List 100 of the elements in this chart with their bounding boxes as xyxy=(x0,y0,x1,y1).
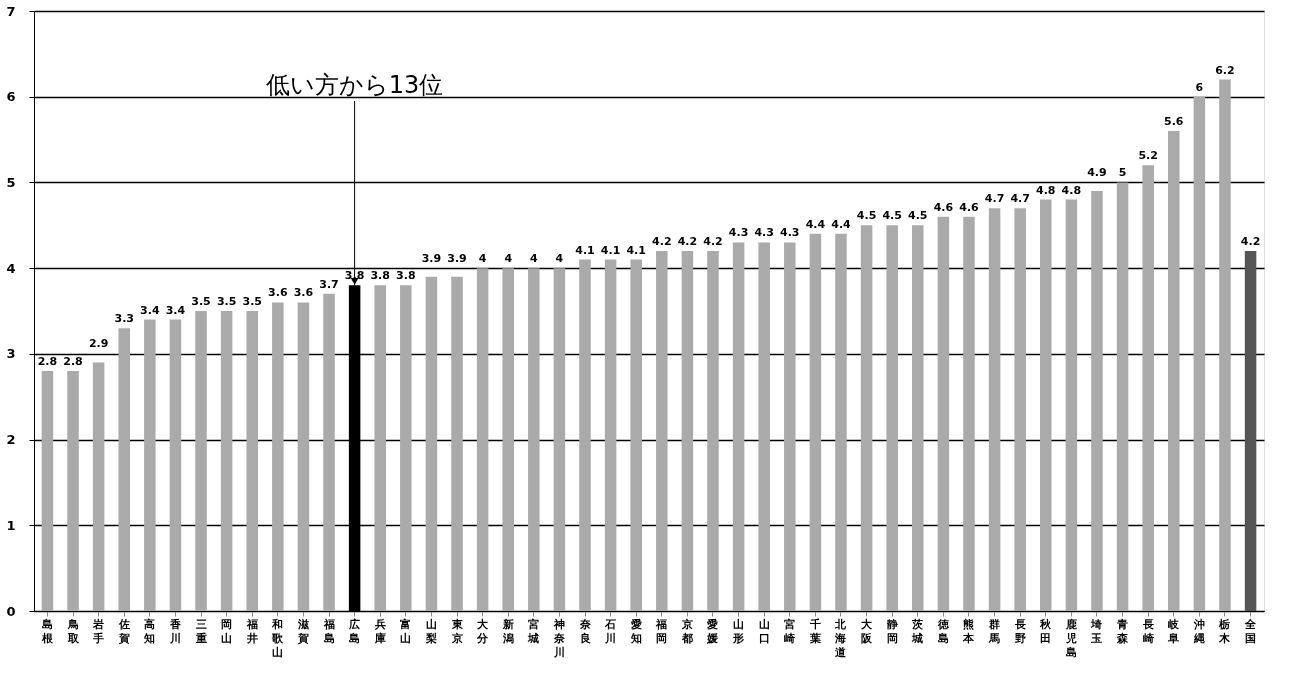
data-label: 4.7 xyxy=(1010,192,1030,206)
bar xyxy=(553,268,566,611)
bar xyxy=(400,285,412,611)
x-tick-label: 福井 xyxy=(245,617,258,645)
data-label: 4.1 xyxy=(626,243,646,257)
bar xyxy=(732,242,745,611)
y-tick-label: 5 xyxy=(6,174,16,190)
data-label: 3.5 xyxy=(216,295,237,308)
x-tick-label: 滋賀 xyxy=(296,617,309,645)
x-tick-label: 秋田 xyxy=(1039,617,1053,645)
data-label: 4.5 xyxy=(856,209,877,223)
bar xyxy=(1142,165,1154,611)
data-label: 2.9 xyxy=(88,337,109,351)
x-tick-label: 千葉 xyxy=(808,617,821,645)
data-label: 3.5 xyxy=(242,295,262,308)
bar xyxy=(681,251,694,611)
data-label: 6 xyxy=(1195,80,1204,94)
x-tick-label: 沖縄 xyxy=(1192,617,1205,645)
data-label: 4 xyxy=(478,252,487,266)
bar xyxy=(579,259,591,611)
data-label: 3.5 xyxy=(191,295,211,308)
x-tick-label: 広島 xyxy=(348,617,361,645)
x-tick-label: 茨城 xyxy=(911,617,925,645)
data-label: 4.9 xyxy=(1087,166,1107,179)
x-tick-label: 大分 xyxy=(476,617,490,645)
x-tick-label: 宮城 xyxy=(527,617,540,645)
data-label: 4.3 xyxy=(780,226,800,240)
data-label: 4.3 xyxy=(754,226,774,240)
x-tick-label: 三重 xyxy=(194,617,207,645)
data-label: 3.8 xyxy=(396,269,416,283)
y-tick-label: 4 xyxy=(6,260,16,276)
bar xyxy=(476,268,489,611)
bar xyxy=(1091,191,1103,611)
x-tick-label: 埼玉 xyxy=(1090,617,1103,645)
x-tick-label: 長崎 xyxy=(1141,617,1154,645)
x-tick-label: 高知 xyxy=(143,617,156,645)
bar xyxy=(656,251,668,611)
bar xyxy=(272,302,284,611)
x-tick-label: 和歌山 xyxy=(271,617,285,659)
bar xyxy=(809,233,822,611)
x-tick-label: 鹿児島 xyxy=(1064,617,1077,659)
x-tick-label: 香川 xyxy=(168,617,182,645)
bar xyxy=(707,251,719,611)
data-label: 4.2 xyxy=(652,235,672,248)
bar xyxy=(860,225,873,611)
data-label: 5.6 xyxy=(1164,115,1184,128)
data-label: 4 xyxy=(529,252,538,266)
x-tick-label: 山形 xyxy=(732,617,745,645)
data-label: 3.6 xyxy=(268,286,288,300)
x-tick-label: 静岡 xyxy=(885,617,898,645)
x-tick-label: 全国 xyxy=(1244,617,1258,645)
data-label: 3.6 xyxy=(293,286,314,300)
bar xyxy=(937,216,950,611)
x-tick-label: 京都 xyxy=(680,617,693,645)
data-label: 3.9 xyxy=(421,251,442,265)
annotation: 低い方から13位 xyxy=(265,71,444,99)
bar xyxy=(425,276,438,611)
data-label: 4.1 xyxy=(575,243,595,257)
x-tick-label: 徳島 xyxy=(936,617,950,645)
data-label: 3.8 xyxy=(370,269,390,283)
y-tick-label: 0 xyxy=(6,603,16,619)
bar xyxy=(41,371,54,611)
bar xyxy=(528,268,540,611)
data-label: 4.1 xyxy=(600,243,621,257)
data-label: 3.4 xyxy=(140,303,160,317)
x-tick-label: 宮崎 xyxy=(784,617,796,645)
bar xyxy=(1219,79,1231,611)
bar xyxy=(374,285,386,611)
bar xyxy=(323,293,335,611)
x-tick-label: 岐阜 xyxy=(1167,617,1181,645)
x-tick-label: 山口 xyxy=(758,617,770,645)
bar xyxy=(988,208,1001,611)
x-tick-label: 鳥取 xyxy=(66,617,80,645)
bar xyxy=(1244,251,1257,611)
x-tick-label: 岡山 xyxy=(221,617,233,645)
bar xyxy=(502,268,514,611)
x-tick-label: 東京 xyxy=(450,617,464,645)
bar xyxy=(604,259,617,611)
bar xyxy=(1014,208,1026,611)
bar xyxy=(144,319,156,611)
data-label: 4.8 xyxy=(1061,183,1082,197)
x-tick-label: 福岡 xyxy=(655,617,668,645)
data-label: 3.7 xyxy=(319,277,339,291)
data-label: 5 xyxy=(1118,166,1127,180)
data-label: 4.5 xyxy=(882,209,902,223)
x-tick-label: 長野 xyxy=(1013,617,1026,645)
bar xyxy=(220,311,233,611)
x-tick-label: 新潟 xyxy=(501,617,514,645)
x-tick-label: 兵庫 xyxy=(373,617,386,645)
x-tick-label: 福島 xyxy=(322,617,335,645)
x-tick-label: 奈良 xyxy=(578,617,592,645)
x-tick-label: 佐賀 xyxy=(117,617,130,645)
bar xyxy=(912,225,924,611)
data-label: 4.2 xyxy=(1240,235,1261,248)
data-label: 4.6 xyxy=(959,200,980,214)
bar xyxy=(246,311,258,611)
data-label: 3.9 xyxy=(447,251,467,265)
data-label: 3.4 xyxy=(165,303,186,317)
data-label: 3.3 xyxy=(114,312,134,326)
data-label: 4.7 xyxy=(984,192,1005,206)
